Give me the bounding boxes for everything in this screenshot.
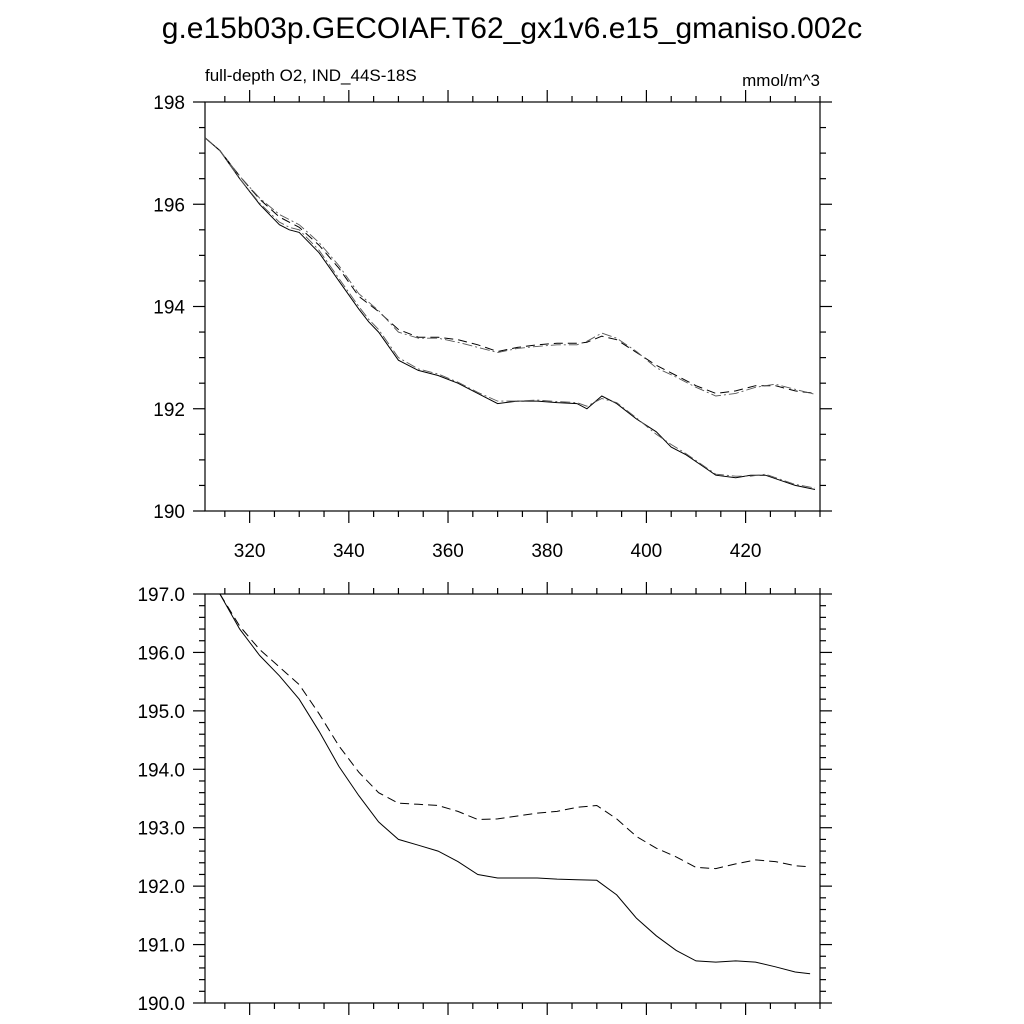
- y-tick-label: 194: [153, 298, 185, 319]
- bottom-plot: 190.0 191.0 192.0 193.0 194.0 195.0 196.0 197.0: [137, 582, 832, 1015]
- y-tick-label: 193.0: [137, 819, 185, 840]
- x-tick-label: 320: [234, 541, 266, 562]
- y-tick-label: 192: [153, 400, 185, 421]
- y-tick-label: 195.0: [137, 702, 185, 723]
- figure-title: g.e15b03p.GECOIAF.T62_gx1v6.e15_gmaniso.…: [162, 12, 862, 45]
- y-tick-label: 190: [153, 502, 185, 523]
- top-plot: 320 340 360 380 400 420 190 192 194 196 198: [153, 90, 832, 562]
- series-line-lower-solid: [204, 137, 816, 490]
- y-tick-label: 191.0: [137, 936, 185, 957]
- y-tick-label: 196: [153, 195, 185, 216]
- top-plot-subtitle: full-depth O2, IND_44S-18S: [205, 66, 417, 85]
- x-tick-label: 400: [631, 541, 663, 562]
- x-tick-label: 420: [730, 541, 762, 562]
- y-tick-label: 198: [153, 93, 185, 114]
- y-tick-label: 192.0: [137, 877, 185, 898]
- series-line-upper-dashdot: [204, 137, 816, 397]
- series-line-lower-dashdot: [204, 137, 816, 489]
- series-line-smoothed-dashed: [219, 593, 811, 870]
- plot-frame: [204, 101, 821, 512]
- x-tick-label: 340: [333, 541, 365, 562]
- x-tick-label: 360: [432, 541, 464, 562]
- y-tick-label: 196.0: [137, 643, 185, 664]
- y-tick-label: 194.0: [137, 760, 185, 781]
- top-plot-units: mmol/m^3: [742, 71, 820, 90]
- x-tick-label: 380: [531, 541, 563, 562]
- series-line-upper-dashed: [204, 137, 816, 394]
- y-tick-label: 197.0: [137, 585, 185, 606]
- plot-frame: [204, 593, 821, 1004]
- y-tick-label: 190.0: [137, 994, 185, 1015]
- series-line-smoothed-solid: [219, 593, 811, 975]
